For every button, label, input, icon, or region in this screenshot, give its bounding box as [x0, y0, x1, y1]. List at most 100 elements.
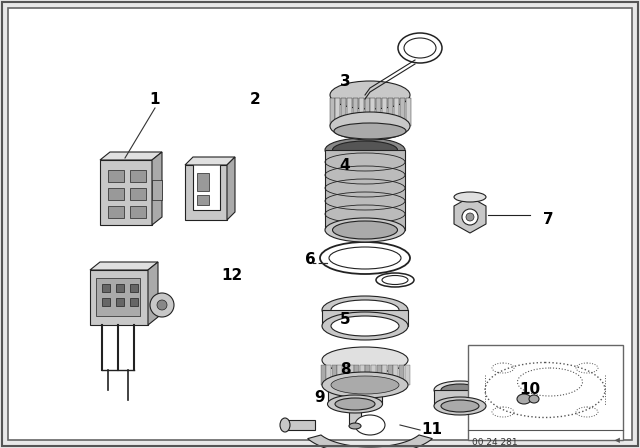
Ellipse shape — [322, 296, 408, 324]
Bar — [382, 365, 387, 385]
Bar — [360, 365, 365, 385]
Ellipse shape — [331, 300, 399, 320]
Text: 4: 4 — [340, 158, 350, 172]
Polygon shape — [185, 165, 227, 220]
Bar — [328, 390, 382, 404]
Bar — [116, 298, 124, 306]
Ellipse shape — [328, 395, 383, 413]
Text: 12: 12 — [221, 267, 243, 283]
Bar — [322, 310, 408, 326]
Text: 1: 1 — [150, 92, 160, 108]
Bar — [130, 206, 146, 218]
Bar — [349, 365, 353, 385]
Text: 3: 3 — [340, 74, 350, 90]
Bar — [371, 365, 376, 385]
Bar — [130, 284, 138, 292]
Bar — [399, 98, 404, 126]
Ellipse shape — [325, 218, 405, 242]
Bar — [376, 98, 381, 126]
Bar — [365, 365, 371, 385]
Bar — [102, 284, 110, 292]
Bar — [332, 365, 337, 385]
Bar — [337, 365, 342, 385]
Ellipse shape — [322, 347, 408, 373]
Text: ▲: ▲ — [615, 437, 621, 442]
Circle shape — [157, 300, 167, 310]
Ellipse shape — [334, 123, 406, 139]
Bar — [347, 98, 352, 126]
Bar — [371, 98, 376, 126]
Ellipse shape — [280, 418, 290, 432]
Bar — [394, 365, 398, 385]
Bar — [321, 365, 326, 385]
Bar — [486, 394, 524, 404]
Ellipse shape — [382, 276, 408, 284]
Bar — [341, 98, 346, 126]
Bar — [516, 395, 534, 403]
Polygon shape — [227, 157, 235, 220]
Ellipse shape — [529, 395, 539, 403]
Ellipse shape — [331, 316, 399, 336]
Ellipse shape — [517, 394, 531, 404]
Polygon shape — [148, 262, 158, 325]
Bar — [388, 98, 393, 126]
Bar — [130, 188, 146, 200]
Text: 8: 8 — [340, 362, 350, 378]
Circle shape — [466, 213, 474, 221]
Ellipse shape — [335, 398, 375, 410]
Bar — [108, 188, 124, 200]
Ellipse shape — [322, 312, 408, 340]
Bar — [334, 123, 406, 131]
Text: 2: 2 — [250, 92, 260, 108]
Ellipse shape — [441, 384, 479, 396]
Bar — [343, 365, 348, 385]
Bar — [359, 98, 364, 126]
Bar — [116, 284, 124, 292]
Ellipse shape — [328, 381, 383, 399]
Bar — [102, 298, 110, 306]
Text: 11: 11 — [422, 422, 442, 438]
Bar — [335, 98, 340, 126]
Polygon shape — [90, 262, 158, 270]
Ellipse shape — [349, 423, 361, 429]
Bar — [382, 98, 387, 126]
Bar — [130, 298, 138, 306]
Text: 10: 10 — [520, 383, 541, 397]
Circle shape — [150, 293, 174, 317]
Ellipse shape — [322, 372, 408, 398]
Bar — [349, 404, 361, 426]
Ellipse shape — [325, 138, 405, 162]
Ellipse shape — [441, 400, 479, 412]
Ellipse shape — [404, 38, 436, 58]
Ellipse shape — [335, 384, 375, 396]
Bar — [96, 278, 140, 316]
Text: 5: 5 — [340, 313, 350, 327]
Bar — [285, 420, 315, 430]
Ellipse shape — [434, 381, 486, 399]
Text: 6: 6 — [305, 253, 316, 267]
Ellipse shape — [330, 81, 410, 109]
Bar — [376, 365, 381, 385]
Ellipse shape — [355, 415, 385, 435]
Bar — [353, 98, 358, 126]
Bar — [100, 160, 152, 225]
Polygon shape — [308, 435, 433, 448]
Bar — [108, 206, 124, 218]
Polygon shape — [152, 152, 162, 225]
Ellipse shape — [333, 141, 397, 159]
Bar — [108, 170, 124, 182]
Bar — [197, 173, 209, 191]
Bar — [399, 365, 404, 385]
Ellipse shape — [330, 112, 410, 140]
Polygon shape — [100, 152, 162, 160]
Bar — [197, 195, 209, 205]
Bar — [354, 365, 359, 385]
Bar — [325, 150, 405, 230]
Ellipse shape — [331, 376, 399, 394]
Ellipse shape — [329, 247, 401, 269]
Bar — [434, 390, 486, 406]
Circle shape — [462, 209, 478, 225]
Bar — [365, 98, 369, 126]
Text: 00 24 281: 00 24 281 — [472, 438, 518, 447]
Bar — [406, 98, 410, 126]
